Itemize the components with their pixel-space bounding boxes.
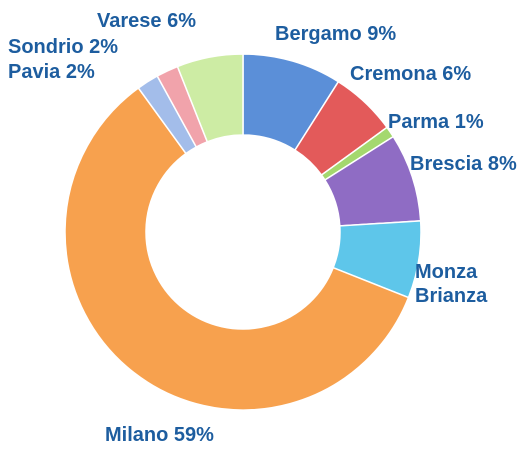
category-name: Monza Brianza <box>415 261 488 307</box>
slice-label: Brescia 8% <box>410 152 517 176</box>
category-name: Bergamo <box>275 23 362 45</box>
value-label: 59% <box>173 424 214 446</box>
donut-slice <box>64 86 410 411</box>
category-name: Brescia <box>410 153 483 175</box>
value-label: 2% <box>89 36 119 58</box>
slice-label: Varese 6% <box>97 9 196 33</box>
value-label: 1% <box>454 111 484 133</box>
slice-label: Milano 59% <box>105 423 214 447</box>
value-label: 9% <box>367 23 397 45</box>
slice-label: Cremona 6% <box>350 62 471 86</box>
value-label: 8% <box>487 153 517 175</box>
slice-label: Parma 1% <box>388 110 484 134</box>
category-name: Varese <box>97 10 162 32</box>
value-label: 6% <box>167 10 196 32</box>
category-name: Cremona <box>350 63 437 85</box>
slice-label: Monza Brianza <box>415 260 505 308</box>
category-name: Sondrio <box>8 36 84 58</box>
category-name: Parma <box>388 111 450 133</box>
category-name: Pavia <box>8 61 61 83</box>
slice-label: Pavia 2% <box>8 60 95 84</box>
slice-label: Sondrio 2% <box>8 35 118 59</box>
value-label: 2% <box>65 61 95 83</box>
slice-label: Bergamo 9% <box>275 22 396 46</box>
donut-slice <box>176 53 244 143</box>
value-label: 6% <box>442 63 472 85</box>
category-name: Milano <box>105 424 169 446</box>
